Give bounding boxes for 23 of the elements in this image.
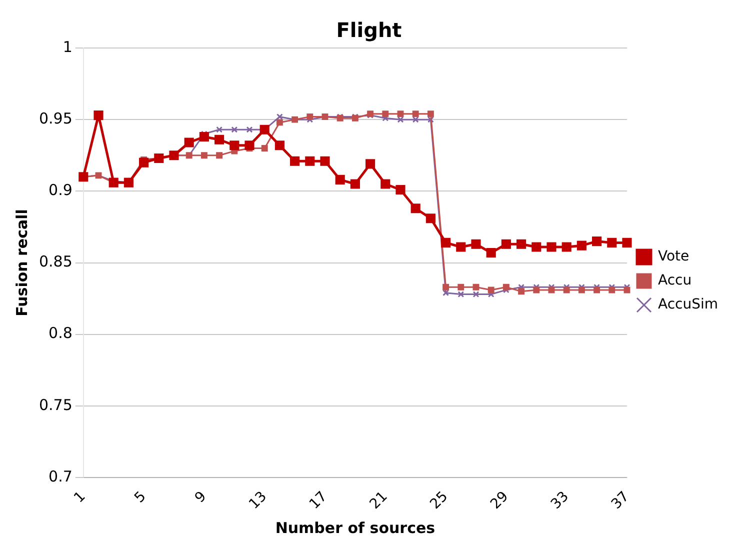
y-axis-title: Fusion recall	[12, 209, 31, 316]
x-tick-label: 17	[306, 488, 330, 512]
x-tick-label: 29	[488, 488, 512, 512]
x-tick-label: 21	[366, 488, 391, 512]
y-tick-label: 0.75	[38, 396, 72, 414]
x-tick-label: 13	[246, 488, 270, 512]
x-tick-label: 5	[132, 488, 150, 506]
legend-label: AccuSim	[658, 296, 718, 313]
y-tick-label: 0.95	[38, 109, 72, 128]
x-tick-label: 33	[548, 488, 572, 512]
x-tick-label: 25	[427, 488, 452, 512]
y-tick-label: 0.85	[38, 252, 72, 271]
x-axis-title: Number of sources	[275, 518, 436, 537]
chart-title: Flight	[336, 18, 402, 42]
y-tick-label: 0.7	[48, 467, 72, 486]
y-tick-label: 0.8	[48, 324, 72, 342]
x-tick-label: 9	[192, 488, 210, 506]
x-tick-label: 1	[71, 488, 89, 506]
y-tick-label: 0.9	[48, 181, 72, 200]
x-tick-label: 37	[608, 488, 632, 512]
y-tick-label: 1	[62, 38, 72, 56]
legend-label: Vote	[658, 248, 690, 265]
legend-label: Accu	[658, 272, 692, 289]
